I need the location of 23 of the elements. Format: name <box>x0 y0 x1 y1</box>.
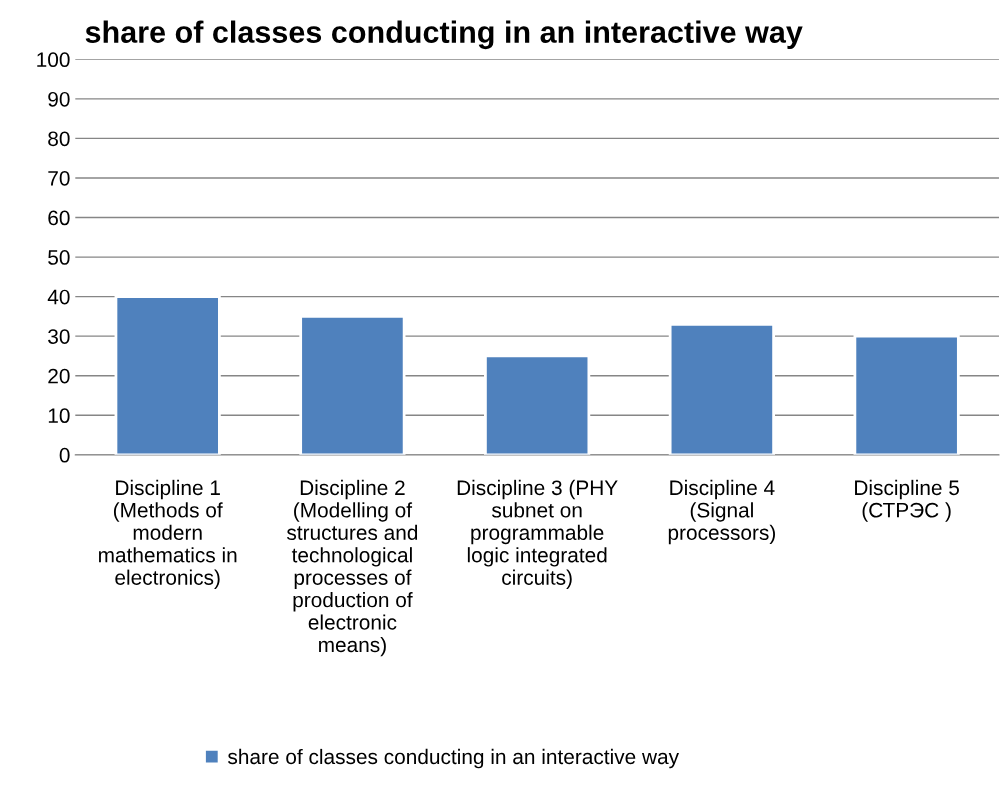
y-tick-label: 40 <box>47 289 70 305</box>
x-tick-label: Discipline 5 (СТРЭС ) <box>855 479 959 522</box>
legend-label: share of classes conducting in an interactive way <box>228 748 680 769</box>
y-tick-label: 20 <box>48 368 70 384</box>
y-tick-label: 50 <box>48 250 70 265</box>
y-tick-label: 10 <box>48 408 70 424</box>
bar <box>114 295 221 455</box>
bar <box>853 334 960 455</box>
bar <box>299 315 406 455</box>
y-tick-label: 30 <box>48 329 70 344</box>
x-tick-label: Discipline 1 (Methods of modern mathematics in electronics) <box>99 479 237 589</box>
bar <box>484 354 591 455</box>
y-tick-label: 70 <box>48 170 70 186</box>
x-tick-label: Discipline 4 (Signal processors) <box>668 479 775 545</box>
y-tick-label: 100 <box>37 52 70 68</box>
y-tick-label: 60 <box>48 210 70 226</box>
bar <box>668 322 775 455</box>
chart-title: share of classes conducting in an interactive way <box>85 20 803 50</box>
y-tick-label: 0 <box>59 447 70 463</box>
x-tick-label: Discipline 3 (PHY subnet on programmable logic integrated circuits) <box>457 479 618 589</box>
y-tick-label: 80 <box>48 131 70 147</box>
y-tick-label: 90 <box>48 91 70 107</box>
x-tick-label: Discipline 2 (Modelling of structures and technological processes of production of electronic means) <box>286 479 418 657</box>
